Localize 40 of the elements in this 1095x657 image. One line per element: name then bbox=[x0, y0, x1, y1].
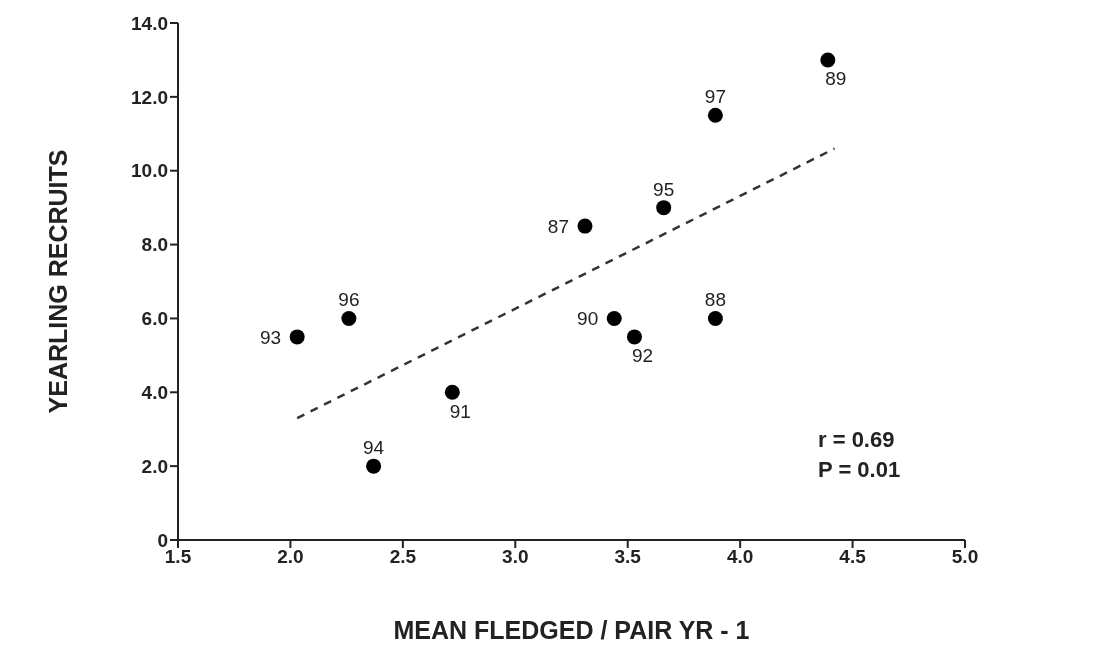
annotation: 87 bbox=[547, 215, 569, 237]
y-tick-label: 2.0 bbox=[141, 455, 168, 477]
y-tick-label: 6.0 bbox=[141, 308, 168, 330]
x-tick-label: 4.0 bbox=[726, 546, 754, 568]
annotation: 89 bbox=[825, 68, 847, 90]
x-tick-label: 3.5 bbox=[614, 546, 642, 568]
x-axis-title: MEAN FLEDGED / PAIR YR - 1 bbox=[393, 616, 750, 644]
x-tick-label: 4.5 bbox=[839, 546, 867, 568]
x-tick-label: 5.0 bbox=[951, 546, 979, 568]
annotation: 93 bbox=[260, 326, 282, 348]
annotation: 91 bbox=[449, 400, 471, 422]
annotation: r = 0.69 bbox=[818, 426, 896, 454]
point bbox=[289, 329, 305, 345]
point bbox=[606, 310, 622, 326]
point bbox=[820, 52, 836, 68]
point bbox=[444, 384, 460, 400]
y-tick-label: 8.0 bbox=[141, 234, 168, 256]
point bbox=[656, 200, 672, 216]
y-tick-label: 10.0 bbox=[131, 160, 168, 182]
point bbox=[707, 107, 723, 123]
y-tick-label: 12.0 bbox=[131, 86, 168, 108]
annotation: 94 bbox=[363, 437, 385, 459]
point bbox=[707, 310, 723, 326]
annotation: P = 0.01 bbox=[818, 456, 901, 484]
x-tick-label: 2.5 bbox=[389, 546, 417, 568]
y-axis-title: YEARLING RECRUITS bbox=[43, 149, 72, 414]
annotation: 88 bbox=[704, 289, 726, 311]
x-tick-label: 2.0 bbox=[277, 546, 304, 568]
point bbox=[366, 458, 382, 474]
x-tick-label: 3.0 bbox=[502, 546, 529, 568]
annotation: 92 bbox=[631, 345, 654, 367]
y-tick-label: 4.0 bbox=[141, 382, 168, 404]
annotation: 95 bbox=[653, 178, 675, 200]
point bbox=[341, 310, 357, 326]
annotation: 96 bbox=[338, 289, 360, 311]
annotation: 90 bbox=[577, 308, 599, 330]
point bbox=[577, 218, 593, 234]
point bbox=[626, 329, 642, 345]
annotation: 97 bbox=[704, 86, 726, 108]
y-tick-label: 14.0 bbox=[131, 12, 168, 34]
